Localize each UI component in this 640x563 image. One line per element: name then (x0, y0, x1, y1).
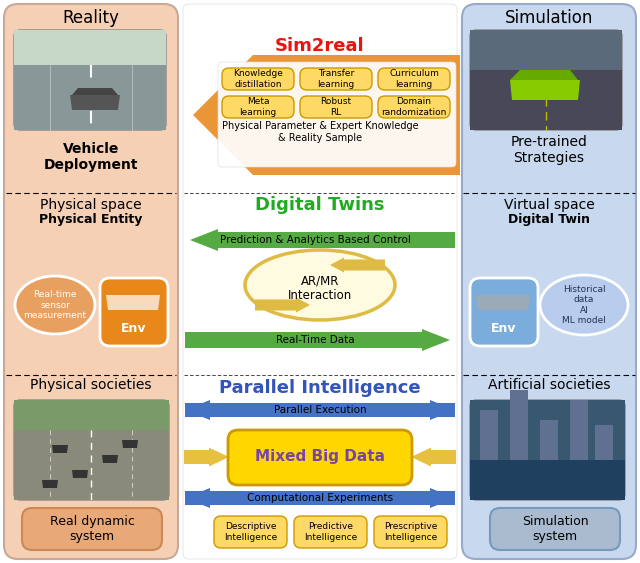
Polygon shape (510, 70, 578, 80)
Text: Real-Time Data: Real-Time Data (276, 335, 355, 345)
Polygon shape (595, 425, 613, 460)
Text: Env: Env (492, 321, 516, 334)
Text: Historical
data
AI
ML model: Historical data AI ML model (562, 285, 606, 325)
Text: Knowledge
distillation: Knowledge distillation (233, 69, 283, 89)
FancyBboxPatch shape (490, 508, 620, 550)
Text: Parallel Execution: Parallel Execution (274, 405, 366, 415)
Polygon shape (14, 30, 166, 65)
Text: Vehicle
Deployment: Vehicle Deployment (44, 142, 138, 172)
Polygon shape (52, 445, 68, 453)
Text: Prediction & Analytics Based Control: Prediction & Analytics Based Control (220, 235, 410, 245)
Polygon shape (106, 295, 160, 310)
Text: Domain
randomization: Domain randomization (381, 97, 447, 117)
FancyBboxPatch shape (14, 30, 166, 130)
Text: Env: Env (121, 321, 147, 334)
Text: Virtual space: Virtual space (504, 198, 595, 212)
Polygon shape (14, 30, 166, 130)
Text: Mixed Big Data: Mixed Big Data (255, 449, 385, 464)
FancyBboxPatch shape (462, 4, 636, 559)
Text: Computational Experiments: Computational Experiments (247, 493, 393, 503)
FancyBboxPatch shape (222, 96, 294, 118)
Text: AR/MR
Interaction: AR/MR Interaction (288, 274, 352, 302)
FancyBboxPatch shape (374, 516, 447, 548)
Polygon shape (470, 30, 622, 70)
Polygon shape (14, 400, 169, 500)
FancyBboxPatch shape (470, 278, 538, 346)
FancyArrow shape (185, 400, 455, 420)
Text: Predictive
Intelligence: Predictive Intelligence (304, 522, 357, 542)
Polygon shape (540, 420, 558, 460)
FancyBboxPatch shape (300, 68, 372, 90)
FancyArrow shape (411, 448, 456, 467)
Text: Digital Twin: Digital Twin (508, 213, 590, 226)
Polygon shape (480, 410, 498, 460)
Text: Parallel Intelligence: Parallel Intelligence (219, 379, 421, 397)
Text: Simulation: Simulation (505, 9, 593, 27)
FancyArrow shape (255, 297, 310, 312)
Polygon shape (70, 95, 120, 110)
Text: Real dynamic
system: Real dynamic system (49, 515, 134, 543)
FancyBboxPatch shape (214, 516, 287, 548)
FancyBboxPatch shape (4, 4, 178, 559)
Polygon shape (570, 400, 588, 460)
Polygon shape (470, 30, 622, 130)
Text: Physical societies: Physical societies (30, 378, 152, 392)
Ellipse shape (245, 250, 395, 320)
Text: Pre-trained
Strategies: Pre-trained Strategies (511, 135, 588, 165)
Text: Meta
learning: Meta learning (239, 97, 276, 117)
Text: Transfer
learning: Transfer learning (317, 69, 355, 89)
Text: Artificial societies: Artificial societies (488, 378, 611, 392)
Text: Reality: Reality (63, 9, 120, 27)
Text: Digital Twins: Digital Twins (255, 196, 385, 214)
Polygon shape (193, 55, 460, 175)
FancyArrow shape (185, 488, 455, 508)
Polygon shape (122, 440, 138, 448)
Polygon shape (476, 295, 530, 310)
FancyBboxPatch shape (378, 68, 450, 90)
FancyArrow shape (330, 257, 385, 272)
Text: Physical Entity: Physical Entity (39, 213, 143, 226)
Text: Robust
RL: Robust RL (321, 97, 351, 117)
FancyBboxPatch shape (218, 62, 456, 167)
Polygon shape (14, 430, 169, 500)
FancyArrow shape (190, 229, 455, 251)
Text: Simulation
system: Simulation system (522, 515, 588, 543)
FancyBboxPatch shape (222, 68, 294, 90)
Polygon shape (510, 390, 528, 460)
Polygon shape (42, 480, 58, 488)
Text: Real-time
sensor
measurement: Real-time sensor measurement (24, 290, 86, 320)
Polygon shape (102, 455, 118, 463)
Polygon shape (510, 80, 580, 100)
Polygon shape (470, 70, 622, 130)
Text: Physical space: Physical space (40, 198, 142, 212)
Polygon shape (470, 460, 625, 500)
Polygon shape (470, 400, 625, 500)
FancyArrow shape (185, 329, 450, 351)
Text: Descriptive
Intelligence: Descriptive Intelligence (224, 522, 277, 542)
Polygon shape (72, 470, 88, 478)
FancyBboxPatch shape (470, 30, 622, 130)
Text: Sim2real: Sim2real (275, 37, 365, 55)
Text: Curriculum
learning: Curriculum learning (389, 69, 439, 89)
FancyBboxPatch shape (378, 96, 450, 118)
FancyBboxPatch shape (294, 516, 367, 548)
Polygon shape (14, 65, 166, 130)
FancyBboxPatch shape (228, 430, 412, 485)
FancyArrow shape (185, 488, 455, 508)
FancyBboxPatch shape (470, 400, 625, 500)
FancyArrow shape (184, 448, 229, 467)
FancyBboxPatch shape (100, 278, 168, 346)
Text: Physical Parameter & Expert Knowledge
& Reality Sample: Physical Parameter & Expert Knowledge & … (221, 121, 419, 143)
FancyArrow shape (185, 400, 455, 420)
FancyBboxPatch shape (300, 96, 372, 118)
Polygon shape (72, 88, 118, 95)
FancyBboxPatch shape (14, 400, 169, 500)
FancyBboxPatch shape (183, 4, 457, 559)
Ellipse shape (15, 276, 95, 334)
FancyBboxPatch shape (22, 508, 162, 550)
Text: Prescriptive
Intelligence: Prescriptive Intelligence (384, 522, 437, 542)
Ellipse shape (540, 275, 628, 335)
